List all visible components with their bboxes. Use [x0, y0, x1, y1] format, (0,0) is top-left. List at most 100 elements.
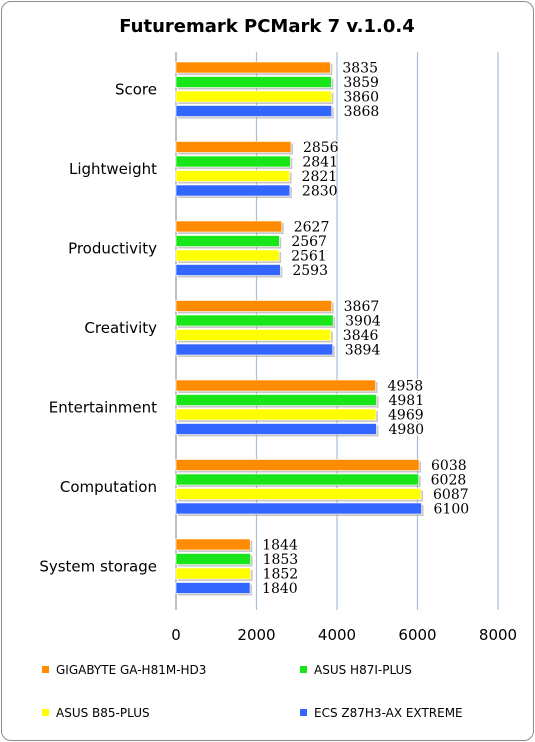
legend-label: ECS Z87H3-AX EXTREME [314, 706, 463, 720]
category-label: Entertainment [49, 398, 157, 416]
category-label: Score [115, 80, 157, 98]
value-label: 3859 [343, 75, 379, 91]
value-label-box [431, 502, 468, 515]
value-label-box [341, 104, 378, 118]
bar [175, 90, 332, 103]
value-label-box [260, 552, 297, 566]
x-tick-label: 4000 [318, 626, 356, 644]
value-label: 3904 [345, 314, 381, 330]
value-label-box [341, 299, 378, 313]
bar [175, 343, 334, 356]
value-label-box [291, 220, 328, 233]
value-label: 3894 [345, 343, 381, 359]
legend-swatch [300, 709, 307, 716]
bar [175, 184, 291, 197]
legend-label: ASUS H87I-PLUS [314, 663, 412, 677]
value-label-box [300, 140, 337, 154]
value-label: 6100 [434, 502, 470, 518]
bar [175, 582, 251, 594]
value-label: 6028 [431, 473, 467, 489]
value-label: 4981 [388, 393, 424, 409]
value-label: 3868 [344, 104, 380, 120]
value-label-box [342, 343, 379, 356]
bar [175, 235, 280, 247]
value-label-box [260, 567, 297, 580]
value-label: 4980 [388, 422, 424, 438]
value-label-box [300, 155, 337, 168]
chart-title: Futuremark PCMark 7 v.1.0.4 [119, 16, 414, 37]
legend-swatch [300, 666, 307, 673]
value-label-box [340, 328, 377, 342]
value-label-box [343, 314, 380, 327]
value-label: 2830 [302, 184, 338, 200]
category-label: System storage [39, 557, 157, 575]
category-label: Computation [60, 478, 157, 496]
value-label-box [386, 422, 423, 436]
value-label-box [299, 184, 336, 197]
value-label-box [341, 75, 378, 89]
x-tick-label: 8000 [479, 626, 517, 644]
bar [175, 459, 420, 471]
x-tick-label: 0 [171, 626, 181, 644]
value-label-box [385, 379, 422, 392]
bar [175, 553, 251, 565]
bar [175, 141, 292, 153]
value-label: 3867 [344, 299, 380, 315]
value-label-box [340, 61, 377, 74]
value-label: 1852 [263, 567, 299, 583]
category-label: Productivity [68, 239, 157, 257]
bar [175, 155, 291, 168]
value-label: 1853 [263, 552, 299, 568]
value-label-box [289, 249, 326, 262]
bar [175, 502, 422, 515]
value-label: 2627 [294, 220, 330, 236]
legend-label: GIGABYTE GA-H81M-HD3 [56, 663, 206, 677]
x-tick-label: 2000 [237, 626, 275, 644]
bar [175, 329, 332, 341]
bar [175, 314, 334, 327]
value-label: 2841 [302, 155, 338, 171]
value-label: 1840 [262, 581, 298, 597]
bar [175, 488, 422, 500]
value-label-box [341, 90, 378, 103]
bar [175, 567, 251, 580]
bar [175, 379, 376, 392]
value-label: 6087 [433, 487, 469, 503]
category-label: Lightweight [69, 160, 157, 178]
category-label: Creativity [84, 319, 157, 337]
legend: GIGABYTE GA-H81M-HD3 ASUS H87I-PLUS ASUS B… [42, 663, 463, 720]
value-label-box [260, 538, 297, 551]
bar [175, 170, 290, 182]
value-label: 2567 [291, 234, 327, 250]
bar [175, 300, 332, 312]
bar [175, 249, 280, 262]
bar [175, 61, 331, 74]
value-label: 3835 [342, 61, 378, 77]
value-label: 4969 [388, 408, 424, 424]
value-label-box [429, 458, 466, 472]
value-label: 3846 [343, 328, 379, 344]
value-label-box [289, 234, 326, 248]
value-label: 2856 [303, 140, 339, 156]
value-label: 2561 [291, 249, 327, 265]
legend-swatch [42, 709, 49, 716]
value-label-box [431, 487, 468, 501]
value-label: 1844 [262, 538, 298, 554]
legend-label: ASUS B85-PLUS [56, 706, 150, 720]
bar [175, 538, 251, 551]
value-label-box [386, 408, 423, 421]
value-label-box [260, 581, 297, 595]
bar [175, 105, 332, 117]
value-label-box [299, 169, 336, 183]
bar [175, 264, 281, 276]
bar [175, 220, 283, 233]
x-tick-label: 6000 [398, 626, 436, 644]
value-label: 2821 [302, 169, 338, 185]
value-label: 4958 [388, 379, 424, 395]
bar [175, 473, 419, 486]
bar [175, 394, 377, 406]
bar [175, 423, 377, 435]
value-label: 2593 [292, 263, 328, 279]
bar [175, 76, 332, 88]
